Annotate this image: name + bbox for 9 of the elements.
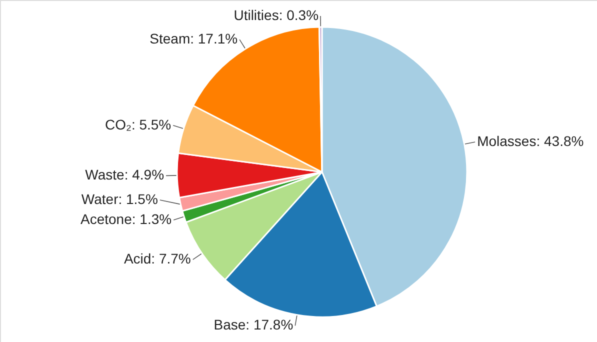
slice-label: Steam: 17.1% — [150, 30, 238, 47]
slice-label: Water: 1.5% — [81, 191, 158, 208]
slice-label: CO₂: 5.5% — [105, 116, 172, 132]
slice-label: Molasses: 43.8% — [477, 133, 584, 150]
slice-label: Acid: 7.7% — [124, 250, 191, 267]
slice-label: Waste: 4.9% — [85, 166, 164, 183]
slice-label: Acetone: 1.3% — [80, 211, 172, 228]
slice-label: Base: 17.8% — [214, 316, 294, 333]
slice-label: Utilities: 0.3% — [234, 7, 319, 24]
